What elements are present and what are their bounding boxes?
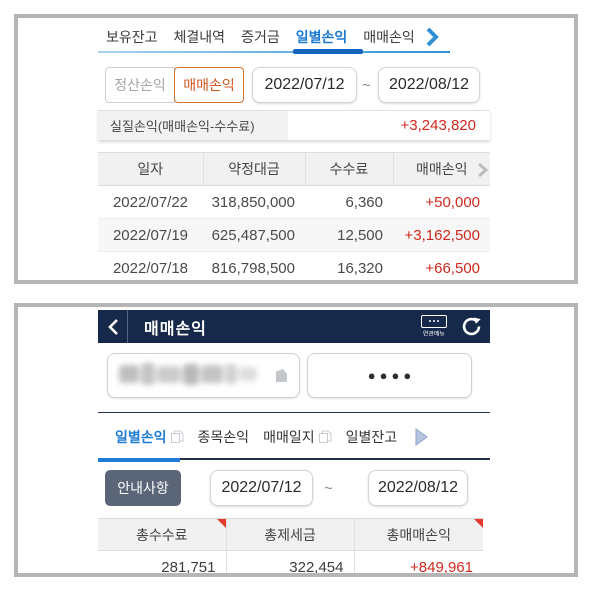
red-corner-flag-icon <box>474 519 483 528</box>
tab-daily-pl[interactable]: 일별손익 <box>295 29 348 45</box>
tab-trade-journal[interactable]: 매매일지 <box>263 427 332 447</box>
date-from-field[interactable]: 2022/07/12 <box>210 470 313 506</box>
trading-pl-button[interactable]: 매매손익 <box>174 67 244 103</box>
total-fee-value: 281,751 <box>161 558 216 576</box>
tab-daily-pl[interactable]: 일별손익 <box>115 427 184 447</box>
cell-date: 2022/07/19 <box>98 218 203 252</box>
more-tabs-chevron-icon[interactable] <box>413 427 429 447</box>
cell-pl: +50,000 <box>393 185 490 219</box>
document-icon <box>170 430 184 443</box>
col-total-tax: 총제세금 <box>225 518 354 551</box>
table-header-row: 일자 약정대금 수수료 매매손익 <box>98 152 490 186</box>
table-row[interactable]: 2022/07/22 318,850,000 6,360 +50,000 <box>98 185 490 219</box>
totals-header-row: 총수수료 총제세금 총매매손익 <box>98 518 483 551</box>
tab-margin[interactable]: 증거금 <box>241 29 280 45</box>
red-corner-flag-icon <box>216 519 226 528</box>
daily-pl-table: 일자 약정대금 수수료 매매손익 2022/07/22 318,850,000 … <box>98 152 490 280</box>
sub-tab-bar: 일별손익 종목손익 매매일지 일별잔고 <box>98 412 490 462</box>
related-menu-button[interactable]: 연관메뉴 <box>421 314 447 339</box>
net-profit-value: +3,243,820 <box>400 117 477 134</box>
cell-amount: 625,487,500 <box>203 218 305 252</box>
total-tax-value: 322,454 <box>225 550 354 573</box>
settlement-pl-button[interactable]: 정산손익 <box>105 67 175 103</box>
account-number-field[interactable] <box>107 353 300 398</box>
total-pl-value: +849,961 <box>353 550 483 573</box>
cell-fee: 6,360 <box>305 185 393 219</box>
table-row[interactable]: 2022/07/18 816,798,500 16,320 +66,500 <box>98 251 490 280</box>
col-total-pl: 총매매손익 <box>353 518 483 551</box>
tab-daily-balance[interactable]: 일별잔고 <box>345 428 398 445</box>
menu-dots-icon <box>421 314 447 328</box>
refresh-icon <box>462 317 481 336</box>
chevron-left-icon <box>107 318 118 335</box>
cell-date: 2022/07/18 <box>98 251 203 280</box>
cell-amount: 816,798,500 <box>203 251 305 280</box>
more-tabs-chevron-icon[interactable] <box>425 27 439 47</box>
net-profit-row: 실질손익(매매손익-수수료) +3,243,820 <box>98 110 490 140</box>
top-tab-bar: 보유잔고 체결내역 증거금 일별손익 매매손익 <box>98 23 450 51</box>
totals-value-row: 281,751 322,454 +849,961 <box>98 550 483 576</box>
tab-underline <box>180 458 490 460</box>
account-password-field[interactable]: ●●●● <box>307 353 472 398</box>
active-tab-underline <box>98 458 180 462</box>
date-to-field[interactable]: 2022/08/12 <box>378 67 480 103</box>
cell-date: 2022/07/22 <box>98 185 203 219</box>
redacted-account-number <box>118 363 258 385</box>
panel-daily-profit: 보유잔고 체결내역 증거금 일별손익 매매손익 정산손익 매매손익 2022/0… <box>14 14 578 284</box>
app-title-bar: 매매손익 연관메뉴 <box>98 310 490 343</box>
refresh-button[interactable] <box>461 316 482 337</box>
net-profit-label: 실질손익(매매손익-수수료) <box>98 111 288 140</box>
cell-pl: +66,500 <box>393 251 490 280</box>
tab-holdings[interactable]: 보유잔고 <box>106 29 158 45</box>
tab-trading-pl[interactable]: 매매손익 <box>363 29 415 45</box>
date-range-tilde: ~ <box>324 479 333 497</box>
account-dropdown-icon <box>276 369 287 382</box>
totals-table: 총수수료 총제세금 총매매손익 281,751 322,454 +849,961 <box>98 518 483 576</box>
cell-amount: 318,850,000 <box>203 185 305 219</box>
related-menu-label: 연관메뉴 <box>423 330 445 337</box>
col-pl: 매매손익 <box>392 152 490 186</box>
pl-mode-toggle: 정산손익 매매손익 <box>105 67 244 103</box>
table-row[interactable]: 2022/07/19 625,487,500 12,500 +3,162,500 <box>98 218 490 252</box>
active-tab-underline <box>293 49 363 54</box>
tab-stock-pl[interactable]: 종목손익 <box>197 428 250 445</box>
tab-executions[interactable]: 체결내역 <box>173 29 226 45</box>
document-icon <box>318 430 332 443</box>
more-columns-chevron-icon[interactable] <box>476 162 489 181</box>
password-dots: ●●●● <box>367 368 416 383</box>
date-to-field[interactable]: 2022/08/12 <box>368 470 468 506</box>
panel-trading-profit: 매매손익 연관메뉴 ●●●● 일별손익 종목손익 매매일지 <box>14 303 578 577</box>
date-from-field[interactable]: 2022/07/12 <box>252 67 357 103</box>
cell-pl: +3,162,500 <box>393 218 490 252</box>
page-title: 매매손익 <box>144 320 207 338</box>
back-button[interactable] <box>98 310 128 343</box>
col-date: 일자 <box>98 152 203 186</box>
col-amount: 약정대금 <box>202 152 305 186</box>
filter-row: 정산손익 매매손익 2022/07/12 ~ 2022/08/12 <box>98 67 498 103</box>
tab-underline <box>98 51 450 53</box>
cell-fee: 16,320 <box>305 251 393 280</box>
col-fee: 수수료 <box>304 152 393 186</box>
date-range-tilde: ~ <box>362 76 371 94</box>
notice-button[interactable]: 안내사항 <box>105 470 181 506</box>
cell-fee: 12,500 <box>305 218 393 252</box>
col-total-fee: 총수수료 <box>98 518 226 551</box>
